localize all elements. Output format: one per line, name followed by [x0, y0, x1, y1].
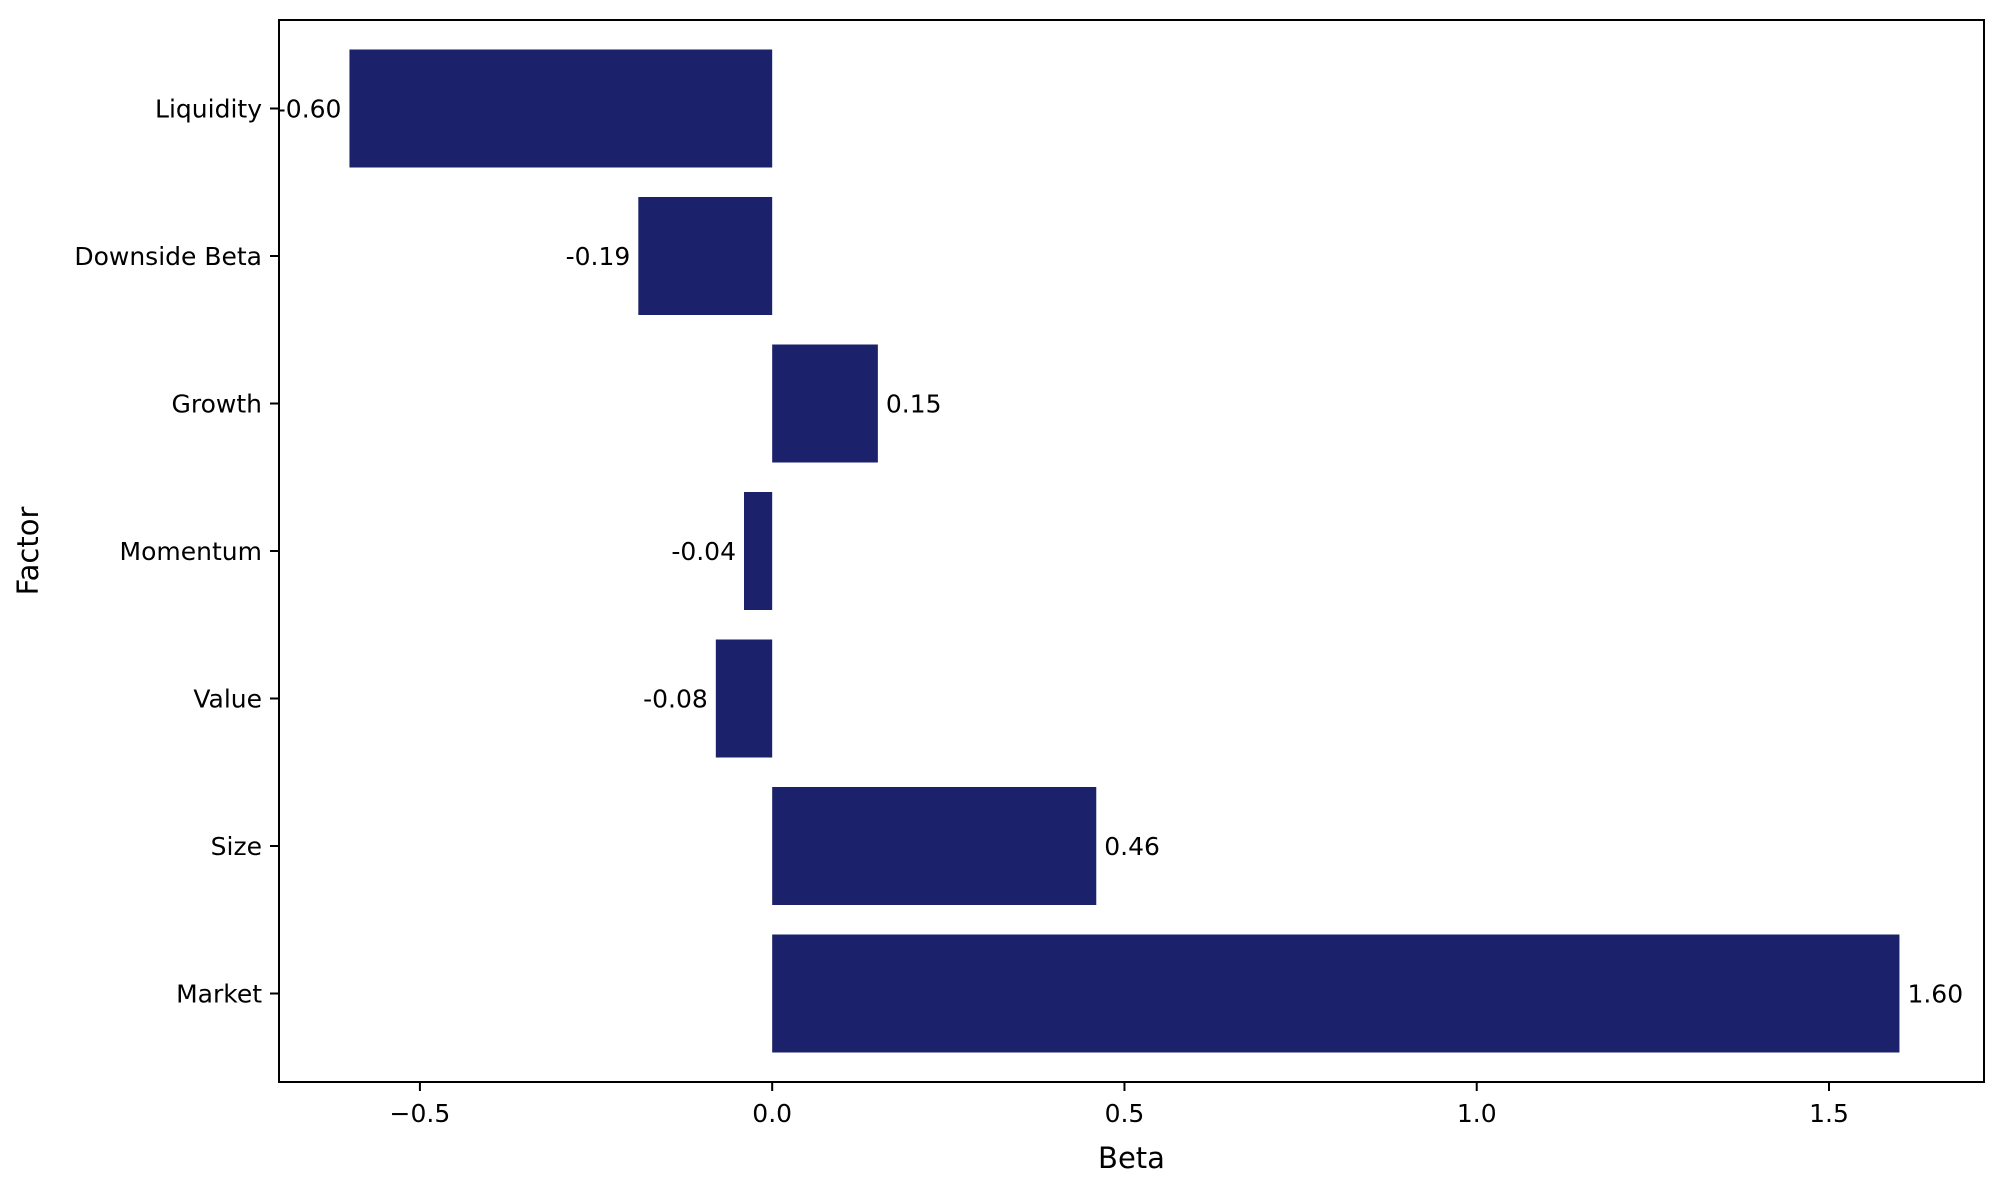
bar-growth — [772, 344, 878, 463]
x-tick-label: 0.5 — [1105, 1099, 1145, 1128]
bar-size — [772, 787, 1097, 905]
y-axis: Market Size Value Momentum Growth Downside Be… — [74, 95, 279, 1009]
bar-value-label: -0.19 — [566, 242, 631, 271]
x-axis-title: Beta — [1098, 1141, 1165, 1175]
bar-value-label: 0.15 — [886, 390, 942, 419]
bar-liquidity — [349, 49, 773, 168]
bar-momentum — [744, 492, 773, 610]
bar-value — [715, 639, 773, 758]
y-tick-label: Momentum — [120, 537, 262, 566]
y-tick-label: Growth — [172, 390, 263, 419]
bar-value-label: -0.60 — [277, 95, 342, 124]
bar-value-label: -0.08 — [643, 685, 708, 714]
y-axis-title: Factor — [11, 507, 45, 596]
y-tick-label: Liquidity — [155, 95, 262, 124]
x-tick-label: 1.5 — [1809, 1099, 1849, 1128]
plot-frame — [278, 19, 1985, 1083]
bar-value-label: 0.46 — [1104, 832, 1160, 861]
x-axis: −0.5 0.0 0.5 1.0 1.5 — [390, 1082, 1849, 1128]
y-tick-label: Market — [176, 980, 262, 1009]
y-tick-label: Size — [211, 832, 262, 861]
bar-downside-beta — [638, 197, 773, 315]
y-tick-label: Value — [193, 685, 262, 714]
bar-value-label: -0.04 — [671, 537, 736, 566]
bar-market — [772, 934, 1900, 1053]
y-tick-label: Downside Beta — [74, 242, 262, 271]
x-tick-label: −0.5 — [390, 1099, 451, 1128]
bars-layer — [349, 49, 1900, 1053]
x-tick-label: 1.0 — [1457, 1099, 1497, 1128]
bar-labels-layer: 1.60 0.46 -0.08 -0.04 0.15 -0.19 -0.60 — [277, 95, 1963, 1009]
bar-value-label: 1.60 — [1907, 980, 1963, 1009]
x-tick-label: 0.0 — [752, 1099, 792, 1128]
